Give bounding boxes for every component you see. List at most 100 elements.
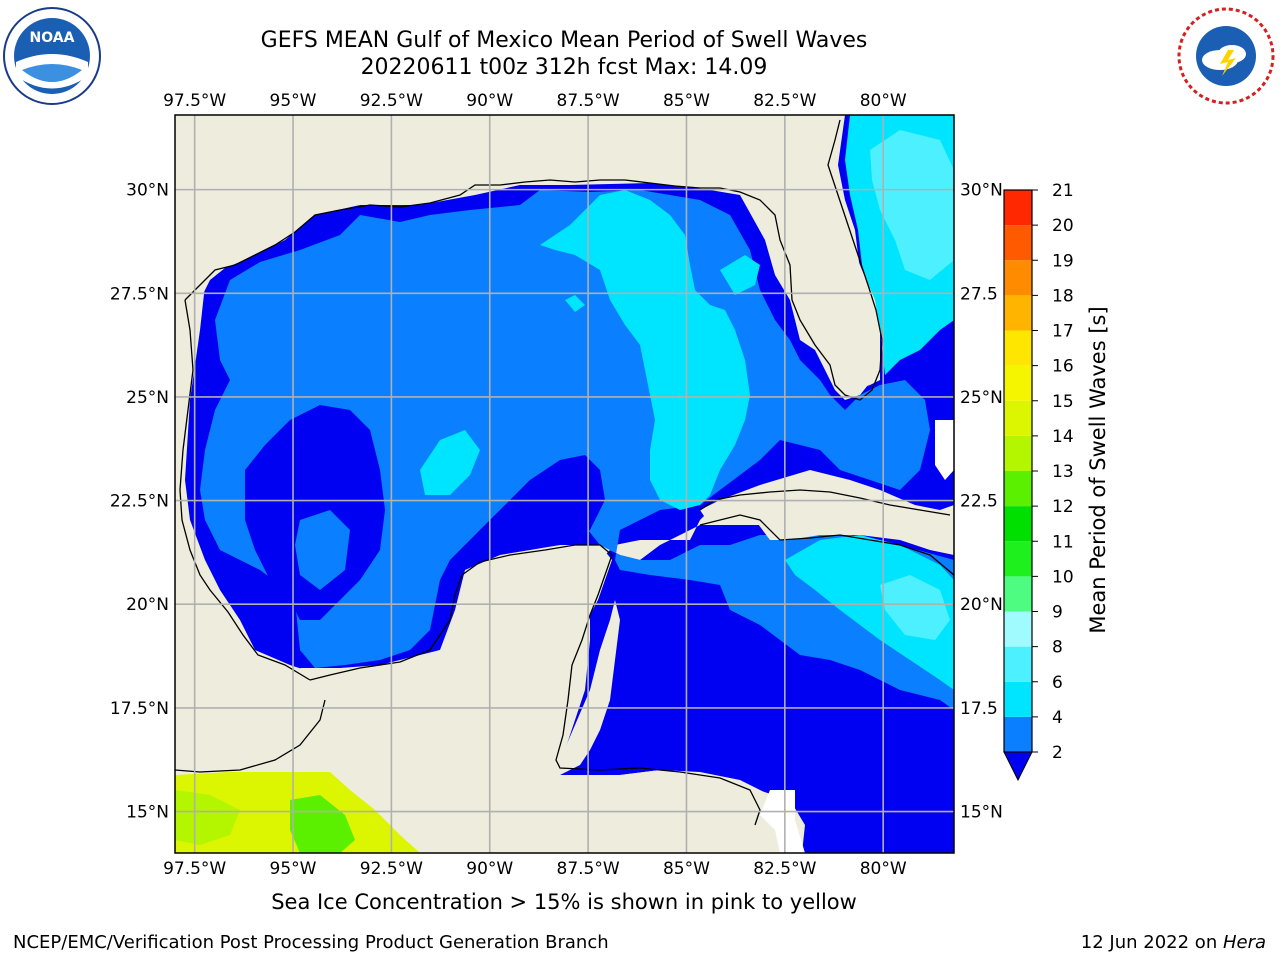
graticule [175, 115, 954, 853]
lat-label-left: 27.5°N [110, 284, 169, 304]
lat-label-left: 15°N [126, 803, 169, 823]
colorbar-tick-label: 18 [1052, 286, 1074, 306]
lon-label-bottom: 80°W [860, 859, 907, 879]
chart-subtitle: 20220611 t00z 312h fcst Max: 14.09 [360, 55, 768, 80]
lat-label-left: 20°N [126, 595, 169, 615]
coastlines [175, 119, 954, 826]
ocean-caribbean-cyan-field [785, 535, 954, 690]
ocean-cyan-patch-3 [720, 255, 760, 295]
lon-label-top: 82.5°W [753, 91, 816, 111]
colorbar-tick-label: 6 [1052, 673, 1063, 693]
colorbar-tick-label: 9 [1052, 603, 1063, 623]
lat-label-right: 22.5 [960, 492, 998, 512]
lon-label-top: 85°W [663, 91, 710, 111]
nws-logo [1177, 7, 1275, 105]
colorbar-segment [1004, 365, 1032, 401]
colorbar-segment [1004, 611, 1032, 647]
lon-label-bottom: 82.5°W [753, 859, 816, 879]
noaa-logo: NOAA [3, 7, 101, 105]
lon-label-bottom: 95°W [270, 859, 317, 879]
lon-label-top: 90°W [466, 91, 513, 111]
land-central-america [555, 600, 620, 775]
white-mask-1 [760, 790, 805, 853]
colorbar-tick-label: 20 [1052, 216, 1074, 236]
lon-label-bottom: 87.5°W [557, 859, 620, 879]
lat-label-right: 30°N [960, 181, 1003, 201]
colorbar-segment [1004, 225, 1032, 261]
ocean-west-gulf-patch [245, 405, 385, 620]
map-frame [174, 114, 955, 854]
ocean-west-gulf-inner-patch [295, 510, 350, 590]
colorbar-segment [1004, 295, 1032, 331]
white-mask-2 [935, 420, 954, 480]
lon-label-top: 97.5°W [163, 91, 226, 111]
lon-label-top: 80°W [860, 91, 907, 111]
lon-labels-top: 97.5°W 95°W 92.5°W 90°W 87.5°W 85°W 82.5°W 80°W [163, 91, 907, 111]
colorbar-segment [1004, 541, 1032, 577]
colorbar [1003, 189, 1033, 782]
colorbar-segment [1004, 260, 1032, 296]
ocean-caribbean-light-patch [880, 575, 950, 640]
colorbar-tick-label: 14 [1052, 427, 1074, 447]
credit-host: Hera [1222, 932, 1266, 953]
sea-ice-lime-patch [175, 790, 240, 845]
colorbar-segment [1004, 506, 1032, 542]
colorbar-tick-label: 11 [1052, 532, 1074, 552]
lat-label-right: 27.5 [960, 284, 998, 304]
colorbar-segment [1004, 471, 1032, 507]
lat-labels-right: 30°N 27.5 25°N 22.5 20°N 17.5 15°N [960, 181, 1003, 823]
ocean-cyan-patch-1 [420, 430, 480, 495]
ocean-medium-blue-field [200, 190, 954, 710]
colorbar-segment [1004, 681, 1032, 717]
lat-label-left: 17.5°N [110, 699, 169, 719]
colorbar-tick-label: 12 [1052, 497, 1074, 517]
map-area [175, 115, 954, 853]
colorbar-segment [1004, 716, 1032, 752]
colorbar-segment [1004, 646, 1032, 682]
colorbar-segment [1004, 435, 1032, 471]
colorbar-tick-label: 13 [1052, 462, 1074, 482]
colorbar-segment [1004, 330, 1032, 366]
colorbar-label: Mean Period of Swell Waves [s] [1086, 306, 1110, 634]
lon-label-top: 92.5°W [360, 91, 423, 111]
colorbar-tick-label: 16 [1052, 357, 1074, 377]
colorbar-under-arrow [1003, 751, 1033, 782]
lon-labels-bottom: 97.5°W 95°W 92.5°W 90°W 87.5°W 85°W 82.5°W 80°W [163, 859, 907, 879]
lat-label-right: 25°N [960, 388, 1003, 408]
lat-label-left: 30°N [126, 181, 169, 201]
lon-label-bottom: 92.5°W [360, 859, 423, 879]
lat-label-left: 22.5°N [110, 492, 169, 512]
ocean-atlantic-light-patch [870, 130, 954, 280]
colorbar-segment [1004, 400, 1032, 436]
sea-ice-note: Sea Ice Concentration > 15% is shown in … [271, 890, 857, 914]
land-cuba [700, 490, 954, 555]
lon-label-top: 87.5°W [557, 91, 620, 111]
sea-ice-green-patch [290, 795, 355, 853]
colorbar-tick-label: 10 [1052, 567, 1074, 587]
colorbar-segment [1004, 576, 1032, 612]
lon-label-bottom: 90°W [466, 859, 513, 879]
colorbar-segment [1004, 190, 1032, 226]
noaa-logo-text: NOAA [30, 30, 75, 46]
lat-label-left: 25°N [126, 388, 169, 408]
colorbar-tick-label: 2 [1052, 743, 1063, 763]
credit-date-text: 12 Jun 2022 on [1080, 932, 1223, 953]
land-florida [740, 115, 880, 400]
lat-labels-left: 30°N 27.5°N 25°N 22.5°N 20°N 17.5°N 15°N [110, 181, 169, 823]
ocean-cyan-patch-2 [565, 295, 585, 312]
colorbar-tick-label: 15 [1052, 392, 1074, 412]
credit-branch: NCEP/EMC/Verification Post Processing Pr… [13, 932, 609, 953]
lon-label-top: 95°W [270, 91, 317, 111]
ocean-central-gulf-patch [480, 455, 605, 552]
colorbar-tick-label: 8 [1052, 638, 1063, 658]
lon-label-bottom: 97.5°W [163, 859, 226, 879]
lat-label-right: 15°N [960, 803, 1003, 823]
colorbar-tick-label: 4 [1052, 708, 1063, 728]
land-north-coast [175, 115, 740, 570]
ocean-cyan-tongue [540, 190, 750, 510]
colorbar-tick-label: 21 [1052, 181, 1074, 201]
lat-label-right: 20°N [960, 595, 1003, 615]
colorbar-ticks: 2 4 6 8 9 10 11 12 13 14 15 16 17 18 19 20 21 [1032, 181, 1074, 763]
colorbar-tick-label: 19 [1052, 251, 1074, 271]
